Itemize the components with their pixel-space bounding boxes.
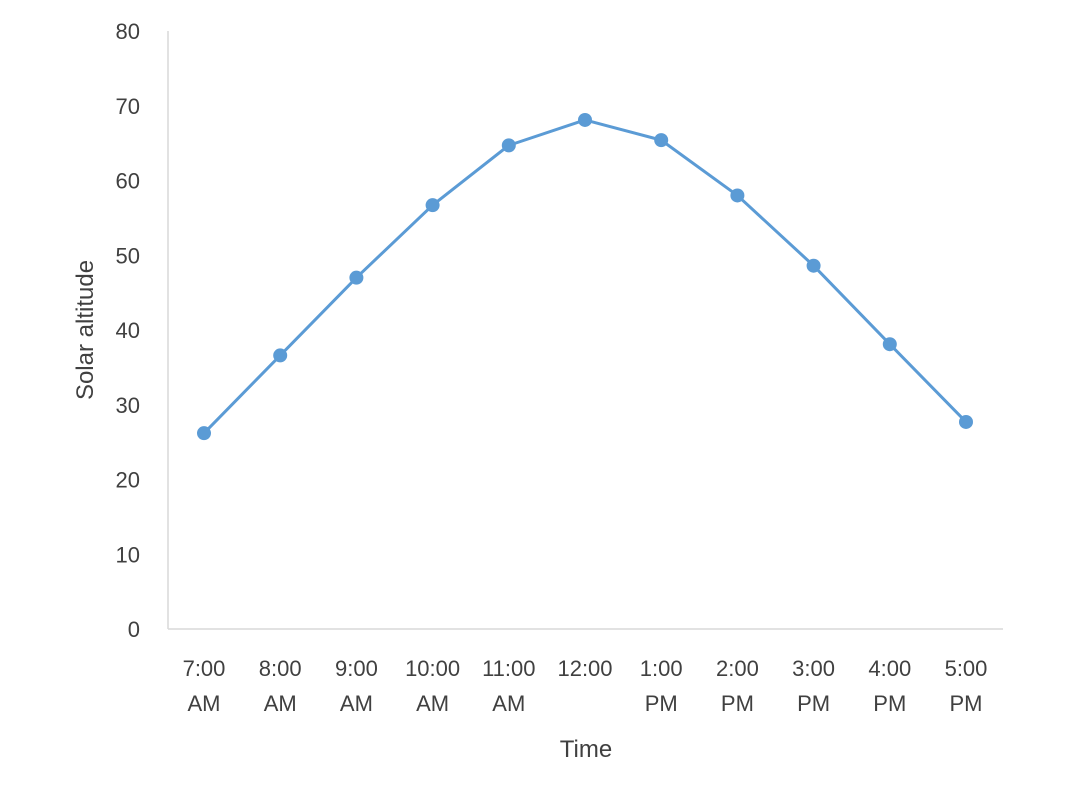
y-axis: 0 10 20 30 40 50 60 70 80 <box>116 19 169 642</box>
x-axis-title: Time <box>560 736 612 763</box>
x-tick-label: 3:00 PM <box>792 656 835 716</box>
x-tick-label-line: 12:00 <box>557 656 612 681</box>
x-tick-label: 11:00 AM <box>482 656 535 716</box>
x-tick-label-line: 11:00 <box>482 656 535 681</box>
series-line <box>202 118 968 435</box>
x-tick-label-line: PM <box>721 691 754 716</box>
x-tick-label-line: 3:00 <box>792 656 835 681</box>
x-tick-label-line: PM <box>645 691 678 716</box>
x-tick-label: 7:00 AM <box>183 656 226 716</box>
x-tick-label-line: AM <box>492 691 525 716</box>
x-tick-label-line: 10:00 <box>405 656 460 681</box>
x-tick-label-line: 1:00 <box>640 656 683 681</box>
x-tick-label-line: PM <box>797 691 830 716</box>
y-tick-label: 60 <box>116 169 140 194</box>
data-point <box>578 112 592 127</box>
x-tick-label-line: 8:00 <box>259 656 302 681</box>
x-tick-label-line: 4:00 <box>868 656 911 681</box>
x-tick-label: 10:00 AM <box>405 656 460 716</box>
data-point <box>349 270 364 285</box>
x-tick-label: 2:00 PM <box>716 656 759 716</box>
data-point <box>882 337 897 352</box>
x-axis: 7:00 AM 8:00 AM 9:00 AM 10:00 AM 11:00 AM 12:00 1:0… <box>168 628 1003 716</box>
x-tick-label-line: 9:00 <box>335 656 378 681</box>
x-tick-label: 4:00 PM <box>868 656 911 716</box>
x-tick-label: 5:00 PM <box>945 656 988 716</box>
y-tick-label: 70 <box>116 94 140 119</box>
y-tick-label: 30 <box>116 393 140 418</box>
x-tick-label-line: PM <box>950 691 983 716</box>
y-tick-label: 80 <box>116 19 140 44</box>
x-tick-label: 8:00 AM <box>259 656 302 716</box>
y-tick-label: 50 <box>116 243 140 268</box>
y-tick-label: 10 <box>116 542 140 567</box>
x-tick-label-line: PM <box>873 691 906 716</box>
y-tick-label: 0 <box>128 617 140 642</box>
series-layer <box>197 112 973 441</box>
y-tick-label: 20 <box>116 468 140 493</box>
data-point <box>654 133 669 148</box>
x-tick-label-line: AM <box>264 691 297 716</box>
data-point <box>273 348 288 363</box>
x-tick-label-line: AM <box>340 691 373 716</box>
x-tick-label-line: 5:00 <box>945 656 988 681</box>
data-point <box>425 198 440 213</box>
x-tick-label: 1:00 PM <box>640 656 683 716</box>
x-tick-label-line: 7:00 <box>183 656 226 681</box>
data-point <box>730 188 745 203</box>
x-tick-label-line: AM <box>188 691 221 716</box>
x-tick-label: 12:00 <box>557 656 612 681</box>
data-point <box>197 426 211 441</box>
data-point <box>959 414 973 429</box>
y-tick-label: 40 <box>116 318 140 343</box>
y-axis-title: Solar altitude <box>72 260 99 400</box>
x-tick-label-line: AM <box>416 691 449 716</box>
data-point <box>501 138 516 153</box>
data-point <box>806 258 821 273</box>
x-tick-label-line: 2:00 <box>716 656 759 681</box>
x-tick-label: 9:00 AM <box>335 656 378 716</box>
